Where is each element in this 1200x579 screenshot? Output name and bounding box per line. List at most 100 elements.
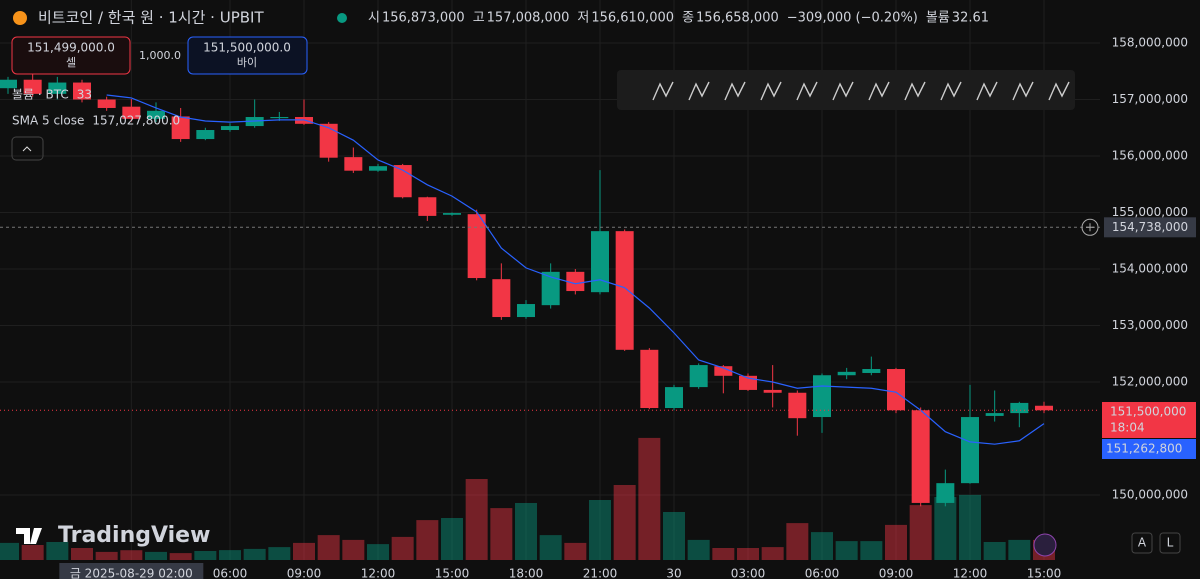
- x-tick-label: 15:00: [435, 567, 470, 579]
- candle-body: [615, 231, 634, 350]
- candle-body: [541, 271, 560, 306]
- candle-body: [369, 166, 387, 171]
- toolbar-tool[interactable]: [832, 81, 854, 101]
- volume-bar: [441, 518, 463, 560]
- volume-bar: [391, 536, 414, 560]
- candle-body: [73, 82, 91, 100]
- header-high: 157,008,000: [487, 11, 570, 26]
- axis-button[interactable]: [1159, 532, 1181, 554]
- header-change: −309,000 (−0.20%): [787, 11, 918, 26]
- candle-body: [862, 369, 881, 373]
- sell-button[interactable]: [11, 36, 131, 75]
- y-tick-label: 150,000,000: [1112, 488, 1188, 502]
- toolbar-tool[interactable]: [976, 81, 998, 101]
- add-icon: [1086, 223, 1094, 232]
- header-close: 156,658,000: [696, 11, 779, 26]
- toolbar-tool[interactable]: [1012, 81, 1034, 101]
- volume-bar: [515, 503, 537, 560]
- y-tick-label: 153,000,000: [1112, 318, 1188, 332]
- candle-body: [1035, 405, 1053, 411]
- candle-body: [492, 279, 511, 318]
- legend-sma-value: 157,027,800.0: [92, 114, 180, 128]
- volume-bar: [860, 541, 883, 560]
- candle-body: [1010, 402, 1029, 414]
- buy-label: 바이: [237, 56, 257, 69]
- candle-body: [23, 79, 42, 94]
- toolbar-tool[interactable]: [796, 81, 818, 101]
- sma-line: [106, 94, 1045, 445]
- volume-bar: [712, 548, 735, 560]
- candle-body: [985, 413, 1004, 416]
- x-tick-label: 15:00: [1027, 567, 1062, 579]
- candle-body: [837, 371, 856, 376]
- volume-bar: [169, 553, 192, 560]
- volume-bar: [293, 542, 315, 560]
- last-price: 151,500,000: [1110, 405, 1186, 419]
- buy-price: 151,500,000.0: [203, 41, 291, 55]
- candle-body: [591, 231, 609, 293]
- collapse-button[interactable]: [11, 136, 44, 161]
- volume-bar: [0, 542, 19, 560]
- watermark: TradingView: [58, 523, 210, 548]
- axis-button[interactable]: [1131, 532, 1153, 554]
- sma-price: 151,262,800: [1106, 442, 1182, 456]
- y-tick-label: 158,000,000: [1112, 35, 1188, 49]
- volume-bar: [145, 551, 167, 560]
- quantity: 1,000.0: [139, 49, 181, 62]
- buy-button[interactable]: [187, 36, 308, 75]
- volume-bar: [934, 497, 957, 560]
- volume-bar: [342, 539, 365, 560]
- x-tick-label: 21:00: [583, 567, 618, 579]
- candle-body: [171, 116, 190, 140]
- header-low: 156,610,000: [591, 11, 674, 26]
- y-tick-label: 154,000,000: [1112, 262, 1188, 276]
- collapse-icon: [22, 146, 32, 152]
- header-volume: 32.61: [952, 11, 989, 26]
- toolbar-tool[interactable]: [868, 81, 890, 101]
- alert-button[interactable]: [1033, 533, 1057, 557]
- x-tick-label: 12:00: [953, 567, 988, 579]
- candle-body: [443, 213, 461, 215]
- toolbar-tool[interactable]: [940, 81, 962, 101]
- volume-bar: [367, 544, 389, 560]
- volume-bar: [786, 523, 809, 560]
- toolbar-tool[interactable]: [724, 81, 746, 101]
- header-volume-label: 볼륨: [926, 11, 950, 26]
- volume-bar: [416, 520, 439, 560]
- title: 비트코인 / 한국 원 · 1시간 · UPBIT: [38, 9, 264, 27]
- x-tick-label: 12:00: [361, 567, 396, 579]
- toolbar-tool[interactable]: [760, 81, 782, 101]
- header-high-label: 고: [473, 11, 485, 26]
- toolbar-tool[interactable]: [652, 81, 674, 101]
- volume-bar: [687, 539, 710, 560]
- volume-bar: [71, 548, 93, 560]
- toolbar-tool[interactable]: [904, 81, 926, 101]
- last-price-box: [1102, 402, 1196, 438]
- volume-bar: [737, 548, 759, 560]
- header-open-label: 시: [368, 11, 380, 26]
- candle-body: [961, 417, 979, 484]
- candle-body: [566, 271, 585, 292]
- candle-body: [48, 82, 67, 94]
- y-tick-label: 155,000,000: [1112, 205, 1188, 219]
- header-low-label: 저: [577, 11, 589, 26]
- candle-body: [122, 106, 141, 119]
- volume-bar: [589, 500, 611, 560]
- volume-bar: [761, 547, 784, 560]
- toolbar-tool[interactable]: [688, 81, 710, 101]
- candle-body: [887, 369, 905, 411]
- x-tick-label: 06:00: [805, 567, 840, 579]
- header-close-label: 종: [682, 11, 694, 26]
- candle-body: [196, 130, 215, 140]
- drawing-toolbar: [617, 70, 1075, 110]
- add-button[interactable]: [1081, 218, 1099, 236]
- toolbar-tool[interactable]: [1048, 81, 1070, 101]
- volume-bar: [835, 541, 858, 560]
- y-tick-label: 157,000,000: [1112, 92, 1188, 106]
- legend-volume: 볼륨 · BTC: [12, 88, 69, 102]
- sell-price: 151,499,000.0: [27, 41, 115, 55]
- crosshair-price-box: [1104, 217, 1196, 238]
- candle-body: [221, 126, 239, 131]
- candle-body: [788, 392, 807, 419]
